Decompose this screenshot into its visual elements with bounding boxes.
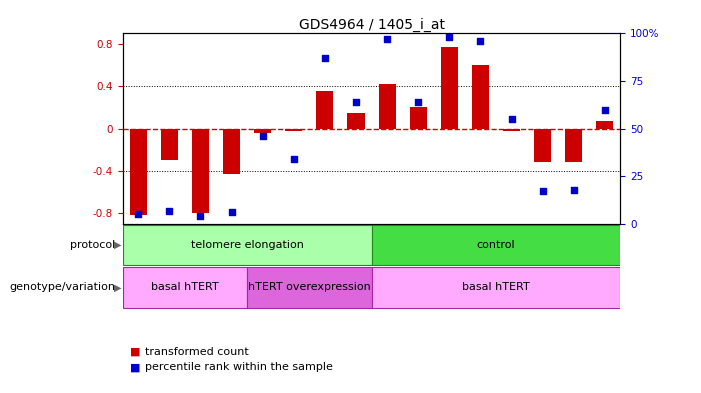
- Point: [413, 99, 424, 105]
- Bar: [503, 129, 520, 131]
- Text: control: control: [477, 240, 515, 250]
- Bar: [372, 225, 620, 265]
- Text: basal hTERT: basal hTERT: [462, 282, 530, 292]
- Bar: [534, 129, 551, 162]
- Point: [568, 186, 579, 193]
- Bar: [597, 121, 613, 129]
- Bar: [379, 84, 395, 129]
- Bar: [161, 129, 178, 160]
- Point: [288, 156, 299, 162]
- Point: [381, 36, 393, 42]
- Point: [475, 38, 486, 44]
- Text: ■: ■: [130, 347, 140, 357]
- Bar: [316, 90, 334, 129]
- Point: [444, 34, 455, 40]
- Point: [226, 209, 237, 216]
- Point: [319, 55, 330, 61]
- Bar: [130, 129, 147, 215]
- Bar: [565, 129, 583, 162]
- Point: [257, 133, 268, 140]
- Bar: [223, 129, 240, 174]
- Point: [164, 208, 175, 214]
- Bar: [348, 113, 365, 129]
- Bar: [254, 129, 271, 133]
- Title: GDS4964 / 1405_i_at: GDS4964 / 1405_i_at: [299, 18, 444, 32]
- Point: [132, 211, 144, 217]
- Bar: [247, 267, 372, 308]
- Bar: [123, 225, 372, 265]
- Text: telomere elongation: telomere elongation: [191, 240, 304, 250]
- Point: [350, 99, 362, 105]
- Bar: [192, 129, 209, 213]
- Bar: [123, 267, 247, 308]
- Point: [195, 213, 206, 219]
- Point: [599, 107, 611, 113]
- Bar: [441, 47, 458, 129]
- Text: ▶: ▶: [114, 240, 121, 250]
- Text: basal hTERT: basal hTERT: [151, 282, 219, 292]
- Text: percentile rank within the sample: percentile rank within the sample: [145, 362, 333, 373]
- Bar: [409, 107, 427, 129]
- Bar: [372, 267, 620, 308]
- Text: transformed count: transformed count: [145, 347, 249, 357]
- Bar: [472, 65, 489, 129]
- Text: hTERT overexpression: hTERT overexpression: [248, 282, 371, 292]
- Bar: [285, 129, 302, 131]
- Point: [506, 116, 517, 122]
- Text: genotype/variation: genotype/variation: [10, 282, 116, 292]
- Text: protocol: protocol: [70, 240, 116, 250]
- Text: ▶: ▶: [114, 282, 121, 292]
- Text: ■: ■: [130, 362, 140, 373]
- Point: [537, 188, 548, 195]
